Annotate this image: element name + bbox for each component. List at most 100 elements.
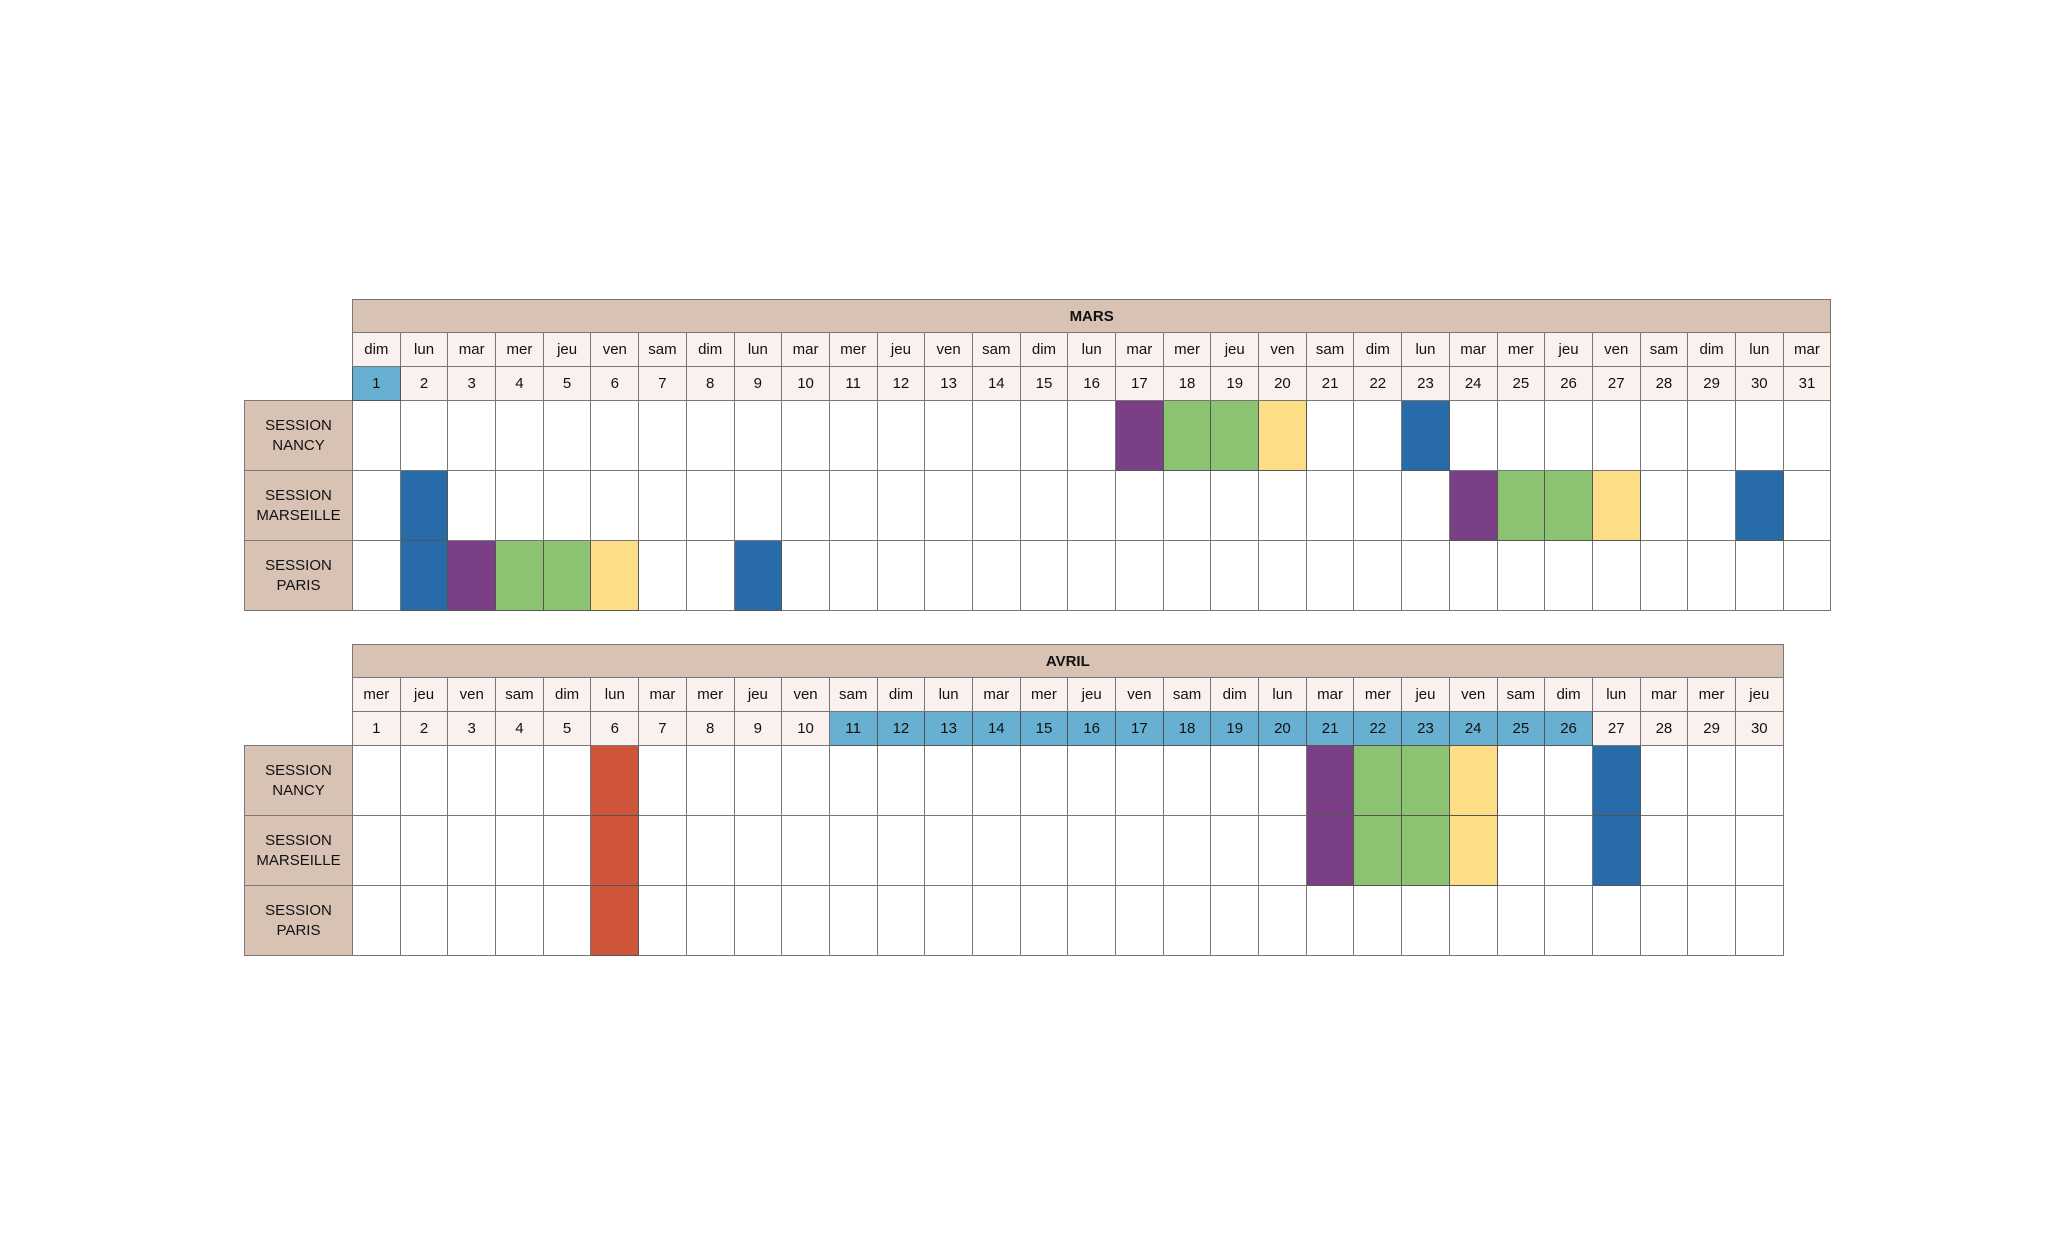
session-cell-purple[interactable] — [447, 540, 497, 611]
session-cell-blue[interactable] — [1734, 470, 1784, 541]
session-cell[interactable] — [1782, 470, 1832, 541]
session-cell[interactable] — [924, 400, 973, 471]
session-cell-purple[interactable] — [1115, 400, 1164, 471]
session-cell[interactable] — [1496, 540, 1546, 611]
session-cell-green[interactable] — [1544, 470, 1593, 541]
session-cell[interactable] — [1734, 745, 1784, 816]
session-cell-blue[interactable] — [733, 540, 783, 611]
session-cell[interactable] — [1687, 470, 1736, 541]
session-cell[interactable] — [1639, 815, 1689, 886]
session-cell[interactable] — [447, 745, 497, 816]
session-cell[interactable] — [1115, 815, 1164, 886]
session-cell[interactable] — [1210, 470, 1260, 541]
session-cell[interactable] — [1019, 745, 1069, 816]
session-cell-yellow[interactable] — [590, 540, 640, 611]
session-cell[interactable] — [1591, 400, 1641, 471]
session-cell[interactable] — [1258, 540, 1307, 611]
session-cell[interactable] — [876, 815, 926, 886]
session-cell[interactable] — [1115, 885, 1164, 956]
session-cell[interactable] — [542, 400, 592, 471]
session-cell[interactable] — [876, 540, 926, 611]
session-cell[interactable] — [733, 815, 783, 886]
session-cell[interactable] — [1019, 400, 1069, 471]
session-cell[interactable] — [638, 815, 687, 886]
session-cell[interactable] — [1687, 400, 1736, 471]
session-cell[interactable] — [1639, 745, 1689, 816]
session-cell[interactable] — [1162, 745, 1212, 816]
session-cell[interactable] — [447, 815, 497, 886]
session-cell-purple[interactable] — [1448, 470, 1498, 541]
session-cell-yellow[interactable] — [1591, 470, 1641, 541]
session-cell[interactable] — [1639, 470, 1689, 541]
session-cell[interactable] — [1353, 885, 1403, 956]
session-cell[interactable] — [1687, 540, 1736, 611]
session-cell[interactable] — [352, 400, 401, 471]
session-cell[interactable] — [1305, 540, 1355, 611]
session-cell[interactable] — [781, 815, 830, 886]
session-cell[interactable] — [1496, 745, 1546, 816]
session-cell[interactable] — [399, 400, 449, 471]
session-cell[interactable] — [1258, 470, 1307, 541]
session-cell[interactable] — [1258, 885, 1307, 956]
session-cell[interactable] — [638, 745, 687, 816]
session-cell[interactable] — [1019, 815, 1069, 886]
session-cell[interactable] — [352, 470, 401, 541]
session-cell[interactable] — [352, 885, 401, 956]
session-cell[interactable] — [828, 540, 878, 611]
session-cell[interactable] — [542, 470, 592, 541]
session-cell[interactable] — [590, 400, 640, 471]
session-cell[interactable] — [1734, 885, 1784, 956]
session-cell[interactable] — [1210, 815, 1260, 886]
session-cell[interactable] — [971, 400, 1021, 471]
session-cell-blue[interactable] — [399, 470, 449, 541]
session-cell-yellow[interactable] — [1448, 745, 1498, 816]
session-cell[interactable] — [1687, 885, 1736, 956]
session-cell[interactable] — [1639, 400, 1689, 471]
session-cell[interactable] — [924, 815, 973, 886]
session-cell-green[interactable] — [1401, 815, 1450, 886]
session-cell[interactable] — [1305, 885, 1355, 956]
session-cell[interactable] — [1591, 540, 1641, 611]
session-cell-green[interactable] — [1210, 400, 1260, 471]
session-cell[interactable] — [1496, 400, 1546, 471]
session-cell-green[interactable] — [495, 540, 544, 611]
session-cell[interactable] — [1401, 470, 1450, 541]
session-cell[interactable] — [1448, 885, 1498, 956]
session-cell[interactable] — [1019, 470, 1069, 541]
session-cell[interactable] — [399, 885, 449, 956]
session-cell[interactable] — [1067, 400, 1116, 471]
session-cell[interactable] — [352, 815, 401, 886]
session-cell[interactable] — [638, 400, 687, 471]
session-cell[interactable] — [1353, 400, 1403, 471]
session-cell[interactable] — [1067, 470, 1116, 541]
session-cell[interactable] — [733, 745, 783, 816]
session-cell[interactable] — [1067, 885, 1116, 956]
session-cell[interactable] — [971, 540, 1021, 611]
session-cell[interactable] — [1544, 815, 1593, 886]
session-cell[interactable] — [1591, 885, 1641, 956]
session-cell[interactable] — [1734, 815, 1784, 886]
session-cell-green[interactable] — [1401, 745, 1450, 816]
session-cell[interactable] — [924, 540, 973, 611]
session-cell[interactable] — [542, 745, 592, 816]
session-cell[interactable] — [638, 470, 687, 541]
session-cell[interactable] — [828, 745, 878, 816]
session-cell[interactable] — [1019, 885, 1069, 956]
session-cell-blue[interactable] — [1591, 815, 1641, 886]
session-cell[interactable] — [1258, 815, 1307, 886]
session-cell[interactable] — [1210, 745, 1260, 816]
session-cell[interactable] — [1687, 745, 1736, 816]
session-cell[interactable] — [971, 745, 1021, 816]
session-cell[interactable] — [1734, 400, 1784, 471]
session-cell[interactable] — [1687, 815, 1736, 886]
session-cell[interactable] — [1019, 540, 1069, 611]
session-cell[interactable] — [876, 745, 926, 816]
session-cell[interactable] — [781, 745, 830, 816]
session-cell[interactable] — [924, 885, 973, 956]
session-cell[interactable] — [924, 745, 973, 816]
session-cell[interactable] — [1115, 745, 1164, 816]
session-cell[interactable] — [1544, 400, 1593, 471]
session-cell[interactable] — [876, 885, 926, 956]
session-cell[interactable] — [1544, 745, 1593, 816]
session-cell[interactable] — [447, 400, 497, 471]
